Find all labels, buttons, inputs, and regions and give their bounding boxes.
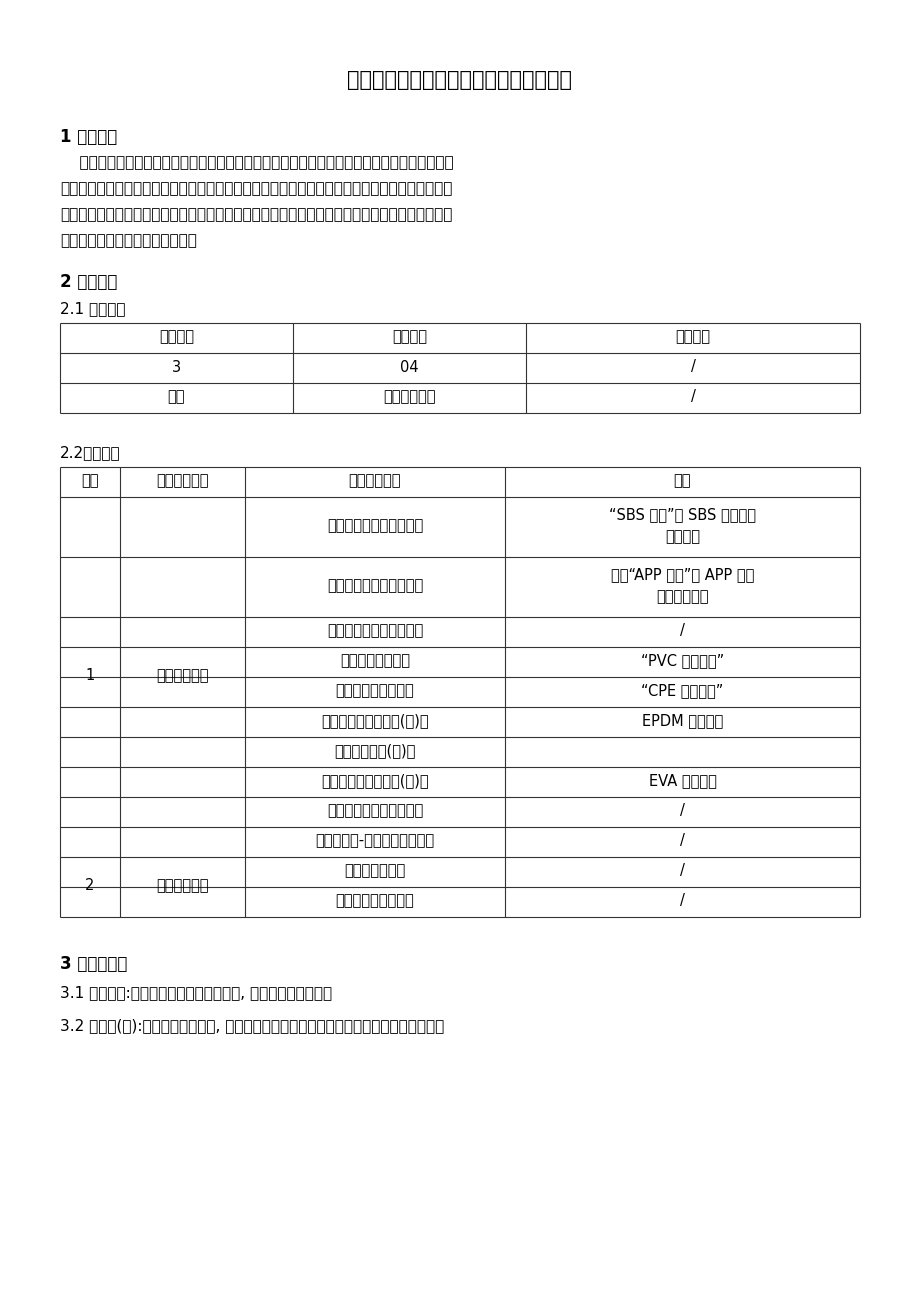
Text: 简称: 简称	[673, 474, 690, 488]
Text: 2.1 产品属性: 2.1 产品属性	[60, 301, 125, 316]
Text: 聚氯乙烯防水卷材: 聚氯乙烯防水卷材	[340, 654, 410, 668]
Text: 一级分类: 一级分类	[159, 329, 194, 345]
Text: “CPE 防水卷材”: “CPE 防水卷材”	[641, 684, 723, 698]
Text: 技术监督部门组织的及针对特殊情况的监督抽查可参照执行。监督抽查产品范围包括建筑防水卷材: 技术监督部门组织的及针对特殊情况的监督抽查可参照执行。监督抽查产品范围包括建筑防…	[60, 181, 452, 197]
Text: EPDM 防水卷材: EPDM 防水卷材	[641, 713, 722, 729]
Text: 三元乙丙橡胶防水卷(片)材: 三元乙丙橡胶防水卷(片)材	[321, 713, 428, 729]
Text: /: /	[679, 893, 684, 909]
Text: 氯化聚乙烯防水卷材: 氯化聚乙烯防水卷材	[335, 684, 414, 698]
Text: 聚氨酯防水涂料: 聚氨酯防水涂料	[344, 863, 405, 879]
Text: 细分种类名称: 细分种类名称	[348, 474, 401, 488]
Text: 3.2 聚酯胎(毡):以涤纶纤维为原料, 采用针刺法经热粘合或化学粘合方法生产的非织造布。: 3.2 聚酯胎(毡):以涤纶纤维为原料, 采用针刺法经热粘合或化学粘合方法生产的…	[60, 1018, 444, 1032]
Text: 建材: 建材	[167, 389, 185, 405]
Text: EVA 防水卷材: EVA 防水卷材	[648, 773, 716, 789]
Text: 三级分类: 三级分类	[675, 329, 709, 345]
Text: 2.2产品种类: 2.2产品种类	[60, 445, 120, 460]
Text: 要求、判定原则及异议处理复检。: 要求、判定原则及异议处理复检。	[60, 233, 197, 247]
Text: 04: 04	[400, 359, 418, 375]
Text: /: /	[679, 624, 684, 638]
Text: 简称“APP 卷材”或 APP 改性: 简称“APP 卷材”或 APP 改性	[610, 568, 754, 582]
Text: 1: 1	[85, 668, 95, 684]
Text: /: /	[690, 359, 695, 375]
Text: 沥青复合胎柔性防水卷材: 沥青复合胎柔性防水卷材	[326, 624, 423, 638]
Text: 和建筑防水涂料。本规范内容包括产品分类、术语和定义、企业规模划分、检验依据、抽样、检验: 和建筑防水涂料。本规范内容包括产品分类、术语和定义、企业规模划分、检验依据、抽样…	[60, 207, 452, 223]
Text: 3 术语和定义: 3 术语和定义	[60, 954, 127, 973]
Text: 2: 2	[85, 879, 95, 893]
Text: 建筑防水涂料: 建筑防水涂料	[156, 879, 209, 893]
Text: 弹性体改性沥青防水卷材: 弹性体改性沥青防水卷材	[326, 518, 423, 534]
Text: 3: 3	[172, 359, 181, 375]
Text: 二级分类: 二级分类	[391, 329, 426, 345]
Text: 本规范适用于国家及省级质量技术监督部门组织的建筑防水材料产品质量监督抽查，其它质量: 本规范适用于国家及省级质量技术监督部门组织的建筑防水材料产品质量监督抽查，其它质…	[60, 155, 453, 171]
Text: 建筑防水材料产品质量监督抽查实施规范: 建筑防水材料产品质量监督抽查实施规范	[347, 70, 572, 90]
Text: /: /	[679, 833, 684, 849]
Text: 2 产品分类: 2 产品分类	[60, 273, 118, 292]
Text: /: /	[690, 389, 695, 405]
Text: 1 适用范围: 1 适用范围	[60, 128, 117, 146]
Text: 聚合物水泥防水涂料: 聚合物水泥防水涂料	[335, 893, 414, 909]
Text: 沥青防水卷材: 沥青防水卷材	[655, 590, 708, 604]
Text: 建筑防水材料: 建筑防水材料	[383, 389, 436, 405]
Text: /: /	[679, 803, 684, 819]
Text: /: /	[679, 863, 684, 879]
Text: 产品种类名称: 产品种类名称	[156, 474, 209, 488]
Text: 建筑防水卷材: 建筑防水卷材	[156, 668, 209, 684]
Text: “PVC 防水卷材”: “PVC 防水卷材”	[641, 654, 723, 668]
Text: 防水卷材: 防水卷材	[664, 530, 699, 544]
Text: “SBS 卷材”或 SBS 改性沥青: “SBS 卷材”或 SBS 改性沥青	[608, 508, 755, 522]
Text: 聚乙烯丙纶复合防水卷材: 聚乙烯丙纶复合防水卷材	[326, 803, 423, 819]
Text: 乙烯乙酸乙烯防水卷(片)材: 乙烯乙酸乙烯防水卷(片)材	[321, 773, 428, 789]
Text: 3.1 胎基材料:用于沥青防水卷材中间部位, 作为增强层的材料。: 3.1 胎基材料:用于沥青防水卷材中间部位, 作为增强层的材料。	[60, 986, 332, 1000]
Text: 序号: 序号	[81, 474, 98, 488]
Text: 塑性体改性沥青防水卷材: 塑性体改性沥青防水卷材	[326, 578, 423, 594]
Text: 聚乙烯防水卷(片)材: 聚乙烯防水卷(片)材	[334, 743, 415, 759]
Text: 氯化聚乙烯-橡胶共混防水卷材: 氯化聚乙烯-橡胶共混防水卷材	[315, 833, 434, 849]
